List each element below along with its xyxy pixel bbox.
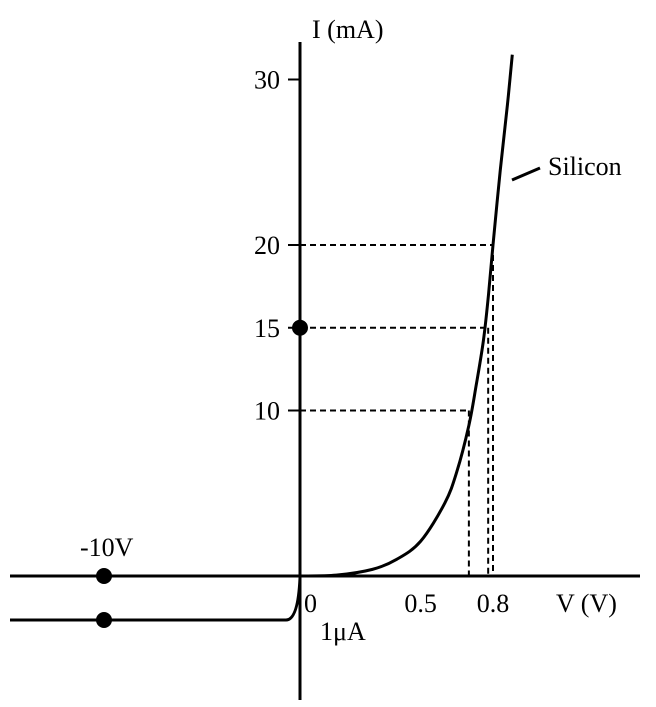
x-ticks: 0 0.5 0.8 [304, 589, 509, 618]
x-axis-label: V (V) [556, 589, 617, 618]
y-tick-label: 15 [254, 314, 280, 343]
reverse-voltage-label: -10V [80, 533, 134, 562]
series-label: Silicon [548, 152, 622, 181]
series-line [299, 54, 514, 578]
x-tick-label: 0.5 [404, 589, 437, 618]
y-ticks: 10 15 20 30 [254, 66, 300, 426]
y-tick-label: 30 [254, 66, 280, 95]
curves [10, 54, 514, 622]
reverse-voltage-marker [96, 568, 112, 584]
x-tick-label: 0 [304, 589, 317, 618]
reverse-current-marker [96, 612, 112, 628]
y-axis-label: I (mA) [312, 15, 383, 44]
reverse-current-line [10, 577, 302, 622]
y15-marker [292, 319, 308, 336]
reverse-current-label: 1μA [320, 617, 366, 646]
y-tick-label: 10 [254, 397, 280, 426]
annotations: -10V 1μA Silicon [80, 152, 622, 646]
reference-guides [300, 244, 494, 576]
series-leader-line [511, 166, 541, 182]
x-tick-label: 0.8 [477, 589, 510, 618]
y-tick-label: 20 [254, 231, 280, 260]
